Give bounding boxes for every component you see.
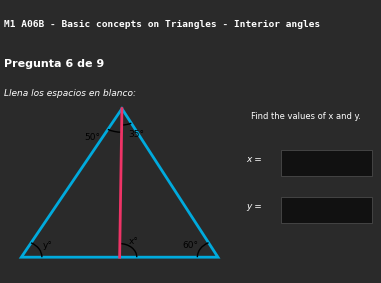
Text: 50°: 50° xyxy=(84,133,100,142)
Text: 60°: 60° xyxy=(182,241,199,250)
FancyBboxPatch shape xyxy=(281,150,372,176)
FancyBboxPatch shape xyxy=(281,198,372,223)
Text: Pregunta 6 de 9: Pregunta 6 de 9 xyxy=(4,59,104,69)
Text: Llena los espacios en blanco:: Llena los espacios en blanco: xyxy=(4,89,136,98)
Text: Find the values of x and y.: Find the values of x and y. xyxy=(251,112,360,121)
Text: x =: x = xyxy=(247,155,262,164)
Text: M1 A06B - Basic concepts on Triangles - Interior angles: M1 A06B - Basic concepts on Triangles - … xyxy=(4,20,320,29)
Text: 35°: 35° xyxy=(129,130,145,139)
Text: y =: y = xyxy=(247,202,262,211)
Text: y°: y° xyxy=(43,241,53,250)
Text: x°: x° xyxy=(128,237,138,246)
